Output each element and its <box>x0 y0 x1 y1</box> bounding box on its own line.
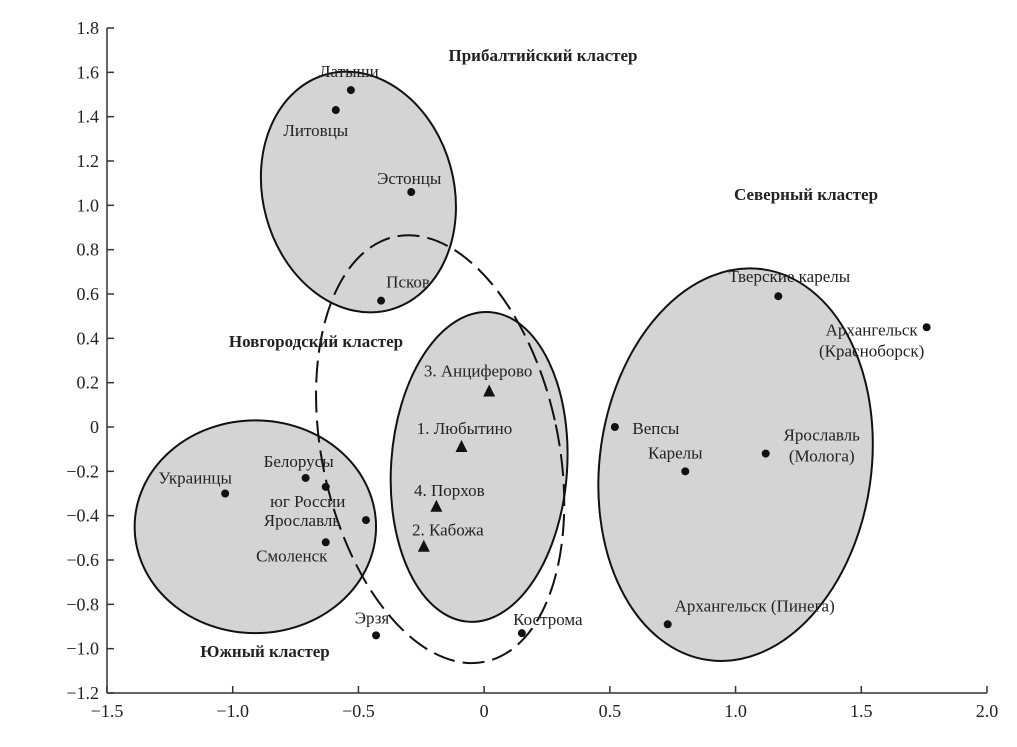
point-marker <box>377 296 386 305</box>
point-label: 3. Анциферово <box>424 362 533 381</box>
point-label: 4. Порхов <box>414 481 485 500</box>
y-tick-label: 0.2 <box>77 373 100 393</box>
cluster-ellipse <box>597 267 874 662</box>
point-marker <box>407 188 416 197</box>
point-marker <box>663 620 672 629</box>
y-tick-label: 1.8 <box>77 18 100 38</box>
triangle-marker <box>455 439 468 452</box>
point-label: Украинцы <box>158 469 232 488</box>
point-marker <box>372 631 381 640</box>
y-tick-label: 1.2 <box>77 151 100 171</box>
point-label: Карелы <box>648 443 703 462</box>
point-label: юг России <box>270 492 345 511</box>
y-tick-label: 1.4 <box>77 107 100 127</box>
x-tick-label: 2.0 <box>976 701 999 721</box>
point-label: Литовцы <box>283 121 348 140</box>
cluster-label: Новгородский кластер <box>229 332 403 351</box>
y-tick-label: 0.8 <box>77 240 100 260</box>
point-label: 2. Кабожа <box>412 521 484 540</box>
point-marker <box>221 489 230 498</box>
point-marker <box>346 86 355 95</box>
point-label: Кострома <box>513 610 583 629</box>
point-label: Тверские карелы <box>728 267 850 286</box>
cluster-ellipse <box>133 419 378 635</box>
y-tick-label: −1.2 <box>66 683 99 703</box>
cluster-label: Южный кластер <box>200 642 330 661</box>
x-tick-label: −1.5 <box>91 701 124 721</box>
x-tick-label: −0.5 <box>342 701 375 721</box>
point-label: Смоленск <box>256 546 328 565</box>
point-label: Архангельск <box>826 320 919 339</box>
x-tick-label: 1.0 <box>724 701 747 721</box>
point-label: Ярославль <box>264 511 341 530</box>
y-tick-label: 1.0 <box>77 195 100 215</box>
point-marker <box>321 482 330 491</box>
y-tick-label: −0.4 <box>66 506 99 526</box>
point-marker <box>610 423 619 431</box>
point-label: Эстонцы <box>377 169 442 188</box>
point-label: Ярославль <box>784 426 861 445</box>
point-marker <box>301 473 310 482</box>
y-tick-label: 0.6 <box>77 284 100 304</box>
y-tick-label: 0.4 <box>77 328 100 348</box>
point-label: Белорусы <box>264 452 335 471</box>
point-label-line2: (Красноборск) <box>819 341 924 360</box>
point-label: Эрзя <box>355 608 390 627</box>
cluster-ellipse <box>389 310 569 623</box>
point-label-line2: (Молога) <box>789 447 855 466</box>
point-marker <box>774 292 783 301</box>
point-label: Псков <box>386 273 430 292</box>
point-marker <box>361 516 370 525</box>
point-marker <box>321 538 330 547</box>
x-tick-label: 0.5 <box>599 701 622 721</box>
y-tick-label: −0.6 <box>66 550 99 570</box>
point-marker <box>331 106 340 115</box>
point-marker <box>922 323 931 332</box>
point-marker <box>761 449 770 458</box>
y-tick-label: −1.0 <box>66 639 99 659</box>
y-tick-label: 1.6 <box>77 62 100 82</box>
cluster-ellipse <box>259 70 457 314</box>
point-label: Вепсы <box>632 419 680 438</box>
point-label: Архангельск (Пинега) <box>675 596 835 615</box>
triangle-marker <box>483 384 496 397</box>
point-marker <box>681 467 690 476</box>
point-label: 1. Любытино <box>417 419 512 438</box>
y-tick-label: 0 <box>90 417 99 437</box>
triangle-marker <box>417 539 430 552</box>
point-label: Латыши <box>319 62 379 81</box>
x-tick-label: 0 <box>480 701 489 721</box>
x-tick-label: −1.0 <box>216 701 249 721</box>
y-tick-label: −0.2 <box>66 461 99 481</box>
y-tick-label: −0.8 <box>66 594 99 614</box>
point-marker <box>517 629 526 638</box>
cluster-label: Северный кластер <box>734 185 878 204</box>
cluster-label: Прибалтийский кластер <box>448 46 637 65</box>
triangle-marker <box>430 499 443 512</box>
x-tick-label: 1.5 <box>850 701 873 721</box>
